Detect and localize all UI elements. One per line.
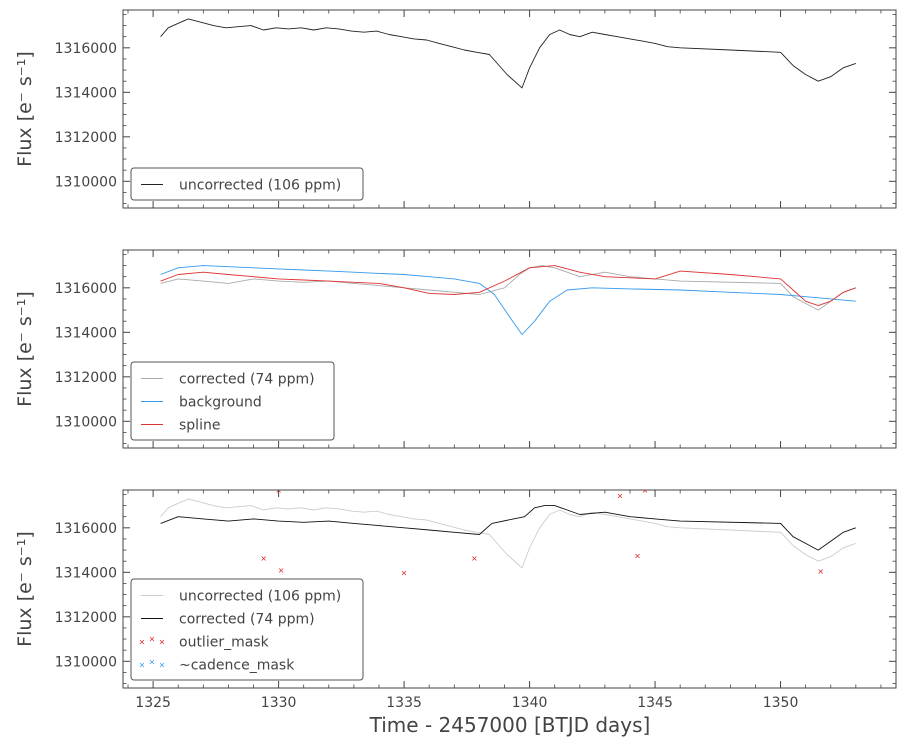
x-tick-label: 1345 xyxy=(637,695,673,711)
y-tick-label: 1314000 xyxy=(55,325,117,341)
y-tick-label: 1316000 xyxy=(55,281,117,297)
legend-label-corrected-74-ppm: corrected (74 ppm) xyxy=(179,612,315,628)
tick-layer: 1310000 1312000 1314000 1316000 xyxy=(55,250,896,448)
y-tick-label: 1316000 xyxy=(55,521,117,537)
data-layer: ××××××××× xyxy=(160,486,856,577)
plot-frame xyxy=(122,489,897,689)
tick-layer: 1310000 1312000 1314000 1316000 1325 1330 1335… xyxy=(55,490,896,711)
series-line-spline xyxy=(160,265,856,307)
data-layer xyxy=(160,18,856,89)
legend: corrected (74 ppm) background spline xyxy=(130,361,335,441)
legend-label-outlier-mask: outlier_mask xyxy=(179,635,270,651)
y-tick-label: 1310000 xyxy=(55,414,117,430)
legend-swatch-cadence-mask: × xyxy=(159,661,166,670)
x-tick-label: 1340 xyxy=(512,695,548,711)
legend-box xyxy=(130,361,335,441)
panel-uncorrected: 1310000 1312000 1314000 1316000 uncorrected… xyxy=(14,9,897,209)
y-tick-label: 1312000 xyxy=(55,370,117,386)
x-tick-label: 1350 xyxy=(763,695,799,711)
legend-swatch-outlier-mask: × xyxy=(139,638,146,647)
legend-swatch-outlier-mask: × xyxy=(159,638,166,647)
marker-outlier-mask: × xyxy=(817,567,824,576)
y-axis-label: Flux [e⁻ s⁻¹] xyxy=(14,291,36,407)
legend-label-cadence-mask: ~cadence_mask xyxy=(179,658,295,674)
x-tick-label: 1330 xyxy=(261,695,297,711)
marker-outlier-mask: × xyxy=(642,486,649,495)
data-layer xyxy=(160,265,856,335)
legend-box xyxy=(130,167,364,201)
legend-label-uncorrected-106-ppm: uncorrected (106 ppm) xyxy=(179,178,341,194)
legend: uncorrected (106 ppm) corrected (74 ppm) ×… xyxy=(130,578,364,681)
legend-label-corrected-74-ppm: corrected (74 ppm) xyxy=(179,372,315,388)
legend-label-background: background xyxy=(179,395,262,411)
legend: uncorrected (106 ppm) xyxy=(130,167,364,201)
series-line-corrected-74-ppm xyxy=(160,505,856,551)
legend-swatch-cadence-mask: × xyxy=(139,661,146,670)
y-tick-label: 1314000 xyxy=(55,565,117,581)
y-axis-label: Flux [e⁻ s⁻¹] xyxy=(14,531,36,647)
series-line-corrected-74-ppm xyxy=(160,265,856,311)
panel-corrected-background-spline: 1310000 1312000 1314000 1316000 corrected (… xyxy=(14,249,897,449)
y-axis-label: Flux [e⁻ s⁻¹] xyxy=(14,51,36,167)
plot-frame xyxy=(122,249,897,449)
marker-outlier-mask: × xyxy=(617,492,624,501)
legend-swatch-outlier-mask: × xyxy=(149,635,156,644)
y-tick-label: 1316000 xyxy=(55,41,117,57)
panel-comparison: ××××××××× 131000013120001314000131600013… xyxy=(14,486,897,711)
legend-box xyxy=(130,578,364,681)
y-tick-label: 1310000 xyxy=(55,654,117,670)
series-line-uncorrected-106-ppm xyxy=(160,18,856,89)
marker-outlier-mask: × xyxy=(471,554,478,563)
legend-swatch-cadence-mask: × xyxy=(149,658,156,667)
x-tick-label: 1325 xyxy=(135,695,171,711)
legend-label-spline: spline xyxy=(179,418,220,434)
tick-layer: 1310000 1312000 1314000 1316000 xyxy=(55,10,896,208)
marker-outlier-mask: × xyxy=(401,568,408,577)
legend-label-uncorrected-106-ppm: uncorrected (106 ppm) xyxy=(179,589,341,605)
y-tick-label: 1312000 xyxy=(55,130,117,146)
marker-outlier-mask: × xyxy=(634,552,641,561)
plot-frame xyxy=(122,9,897,209)
y-tick-label: 1310000 xyxy=(55,174,117,190)
y-tick-label: 1314000 xyxy=(55,85,117,101)
marker-outlier-mask: × xyxy=(278,566,285,575)
y-tick-label: 1312000 xyxy=(55,610,117,626)
marker-outlier-mask: × xyxy=(260,554,267,563)
x-axis-label: Time - 2457000 [BTJD days] xyxy=(369,713,651,737)
x-tick-label: 1335 xyxy=(386,695,422,711)
series-line-uncorrected-106-ppm xyxy=(160,498,856,569)
